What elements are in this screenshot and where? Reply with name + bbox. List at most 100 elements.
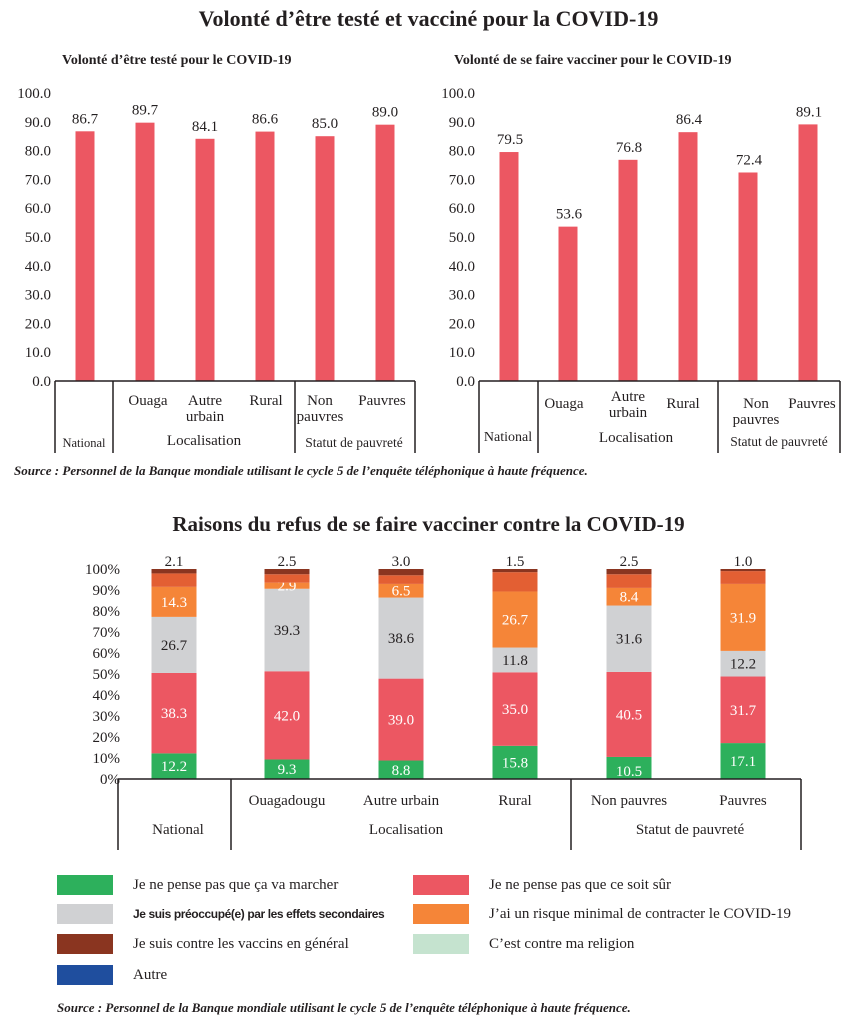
y-tick-label: 0.0 [456, 374, 475, 390]
legend-label: Je suis préoccupé(e) par les effets seco… [133, 907, 385, 921]
category-label: Pauvres [358, 393, 406, 409]
legend-item: Autre [57, 964, 167, 986]
stacked-segment [264, 582, 310, 589]
stacked-segment [378, 597, 424, 679]
legend-swatch [57, 875, 113, 895]
legend-label: Je ne pense pas que ce soit sûr [489, 876, 672, 893]
y-tick-label: 30.0 [25, 288, 51, 304]
segment-label: 26.7 [502, 613, 529, 629]
value-label: 89.1 [796, 104, 822, 120]
segment-label: 12.2 [161, 759, 187, 775]
segment-label: 10.5 [616, 764, 642, 780]
value-label: 72.4 [736, 152, 763, 168]
category-label: Rural [498, 793, 531, 809]
legend-label: Je suis contre les vaccins en général [133, 935, 349, 952]
stacked-segment [492, 647, 538, 673]
legend-item: Je suis préoccupé(e) par les effets seco… [57, 903, 385, 925]
stacked-segment [151, 616, 197, 673]
y-tick-label: 50% [93, 667, 121, 683]
y-tick-label: 20.0 [449, 316, 475, 332]
value-label: 79.5 [497, 132, 523, 148]
stacked-segment [264, 671, 310, 760]
value-label: 89.0 [372, 105, 398, 121]
category-label: pauvres [297, 409, 344, 425]
y-tick-label: 50.0 [25, 230, 51, 246]
bar [375, 124, 395, 382]
value-label: 86.7 [72, 111, 99, 127]
category-label: National [62, 436, 106, 450]
segment-label: 35.0 [502, 702, 528, 718]
source-note-bottom: Source : Personnel de la Banque mondiale… [57, 1000, 631, 1015]
stacked-segment [606, 605, 652, 672]
legend-swatch [413, 934, 469, 954]
category-label: urbain [609, 405, 648, 421]
legend-swatch [57, 934, 113, 954]
category-label: National [152, 822, 204, 838]
stacked-segment [720, 676, 766, 744]
segment-label: 40.5 [616, 707, 642, 723]
y-tick-label: 60% [93, 646, 121, 662]
category-label: Autre [611, 389, 645, 405]
y-tick-label: 70.0 [25, 172, 51, 188]
legend-label: J’ai un risque minimal de contracter le … [489, 905, 791, 922]
y-tick-label: 80.0 [449, 144, 475, 160]
stacked-segment [151, 672, 197, 754]
stacked-segment [264, 569, 310, 575]
stacked-segment [378, 760, 424, 779]
stacked-segment [151, 573, 197, 587]
y-tick-label: 60.0 [25, 201, 51, 217]
stacked-segment [378, 678, 424, 761]
segment-label: 26.7 [161, 638, 188, 654]
legend-swatch [413, 875, 469, 895]
segment-label: 31.9 [730, 610, 756, 626]
value-label: 86.6 [252, 112, 279, 128]
category-label: Non [743, 396, 769, 412]
segment-label: 39.3 [274, 623, 300, 639]
group-label: Statut de pauvreté [636, 822, 745, 838]
y-tick-label: 100.0 [17, 86, 51, 102]
stacked-segment [378, 575, 424, 584]
segment-label: 1.0 [734, 554, 753, 570]
bar [315, 136, 335, 381]
bar [618, 159, 638, 381]
bar [499, 152, 519, 381]
legend-label: C’est contre ma religion [489, 935, 635, 952]
segment-label: 6.5 [392, 584, 411, 600]
y-tick-label: 20.0 [25, 316, 51, 332]
segment-label: 8.8 [392, 763, 411, 779]
y-tick-label: 40% [93, 688, 121, 704]
stacked-segment [264, 588, 310, 672]
category-label: Rural [249, 393, 282, 409]
group-label: Statut de pauvreté [305, 435, 402, 450]
stacked-segment [151, 586, 197, 617]
value-label: 84.1 [192, 119, 218, 135]
value-label: 85.0 [312, 116, 338, 132]
y-tick-label: 0.0 [32, 374, 51, 390]
segment-label: 14.3 [161, 595, 187, 611]
y-tick-label: 40.0 [449, 259, 475, 275]
stacked-segment [492, 591, 538, 648]
category-label: Non [307, 393, 333, 409]
stacked-segment [492, 745, 538, 779]
y-tick-label: 100.0 [441, 86, 475, 102]
chart1-test-willingness: 0.0 10.0 20.0 30.0 40.0 50.0 60.0 70.0 80.0 90.0 1… [17, 86, 416, 453]
y-tick-label: 30.0 [449, 288, 475, 304]
stacked-segment [151, 753, 197, 779]
category-label: Ouaga [128, 393, 167, 409]
stacked-segment [492, 572, 538, 592]
y-tick-label: 100% [85, 562, 120, 578]
y-tick-label: 80% [93, 604, 121, 620]
category-label: Rural [666, 396, 699, 412]
stacked-segment [151, 569, 197, 574]
category-label: Pauvres [788, 396, 836, 412]
y-tick-label: 70% [93, 625, 121, 641]
segment-label: 2.5 [620, 554, 639, 570]
bar [678, 132, 698, 381]
segment-label: 1.5 [506, 554, 525, 570]
y-tick-label: 0% [100, 772, 120, 788]
bar [738, 172, 758, 381]
bar [135, 122, 155, 381]
value-label: 86.4 [676, 112, 703, 128]
y-tick-label: 90.0 [25, 115, 51, 131]
category-label: Ouagadougu [249, 793, 326, 809]
